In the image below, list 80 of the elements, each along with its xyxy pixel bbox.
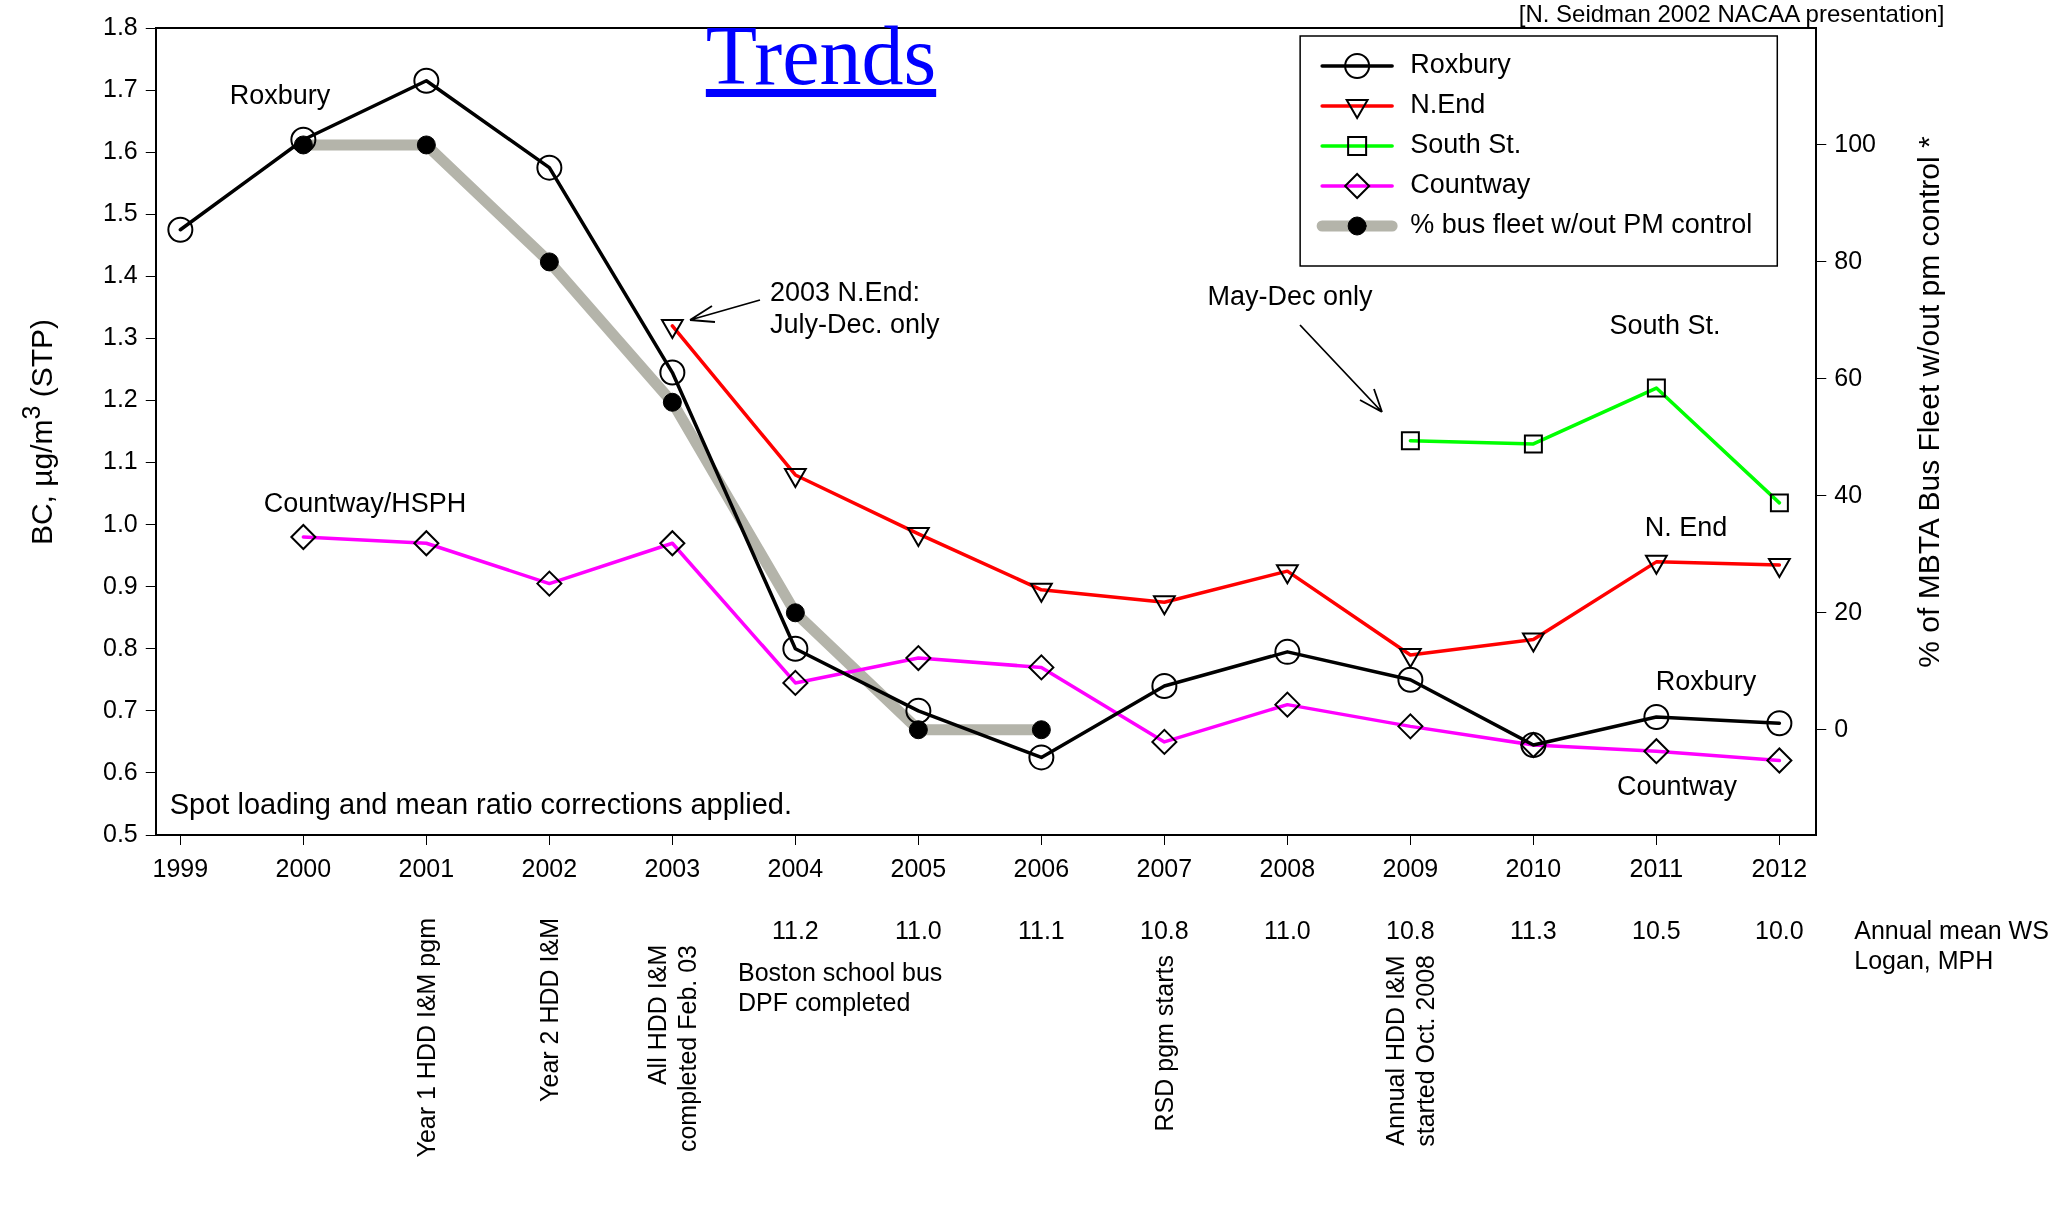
text: 10.8 — [1140, 915, 1189, 945]
point — [536, 154, 563, 181]
y2-tick-label: 100 — [1834, 128, 1877, 157]
y-tick-label: 1.6 — [102, 136, 138, 165]
point — [1151, 673, 1178, 700]
point — [290, 126, 317, 153]
annotation: Roxbury — [229, 78, 331, 112]
x-tick-label: 2011 — [1629, 853, 1684, 882]
legend-label: Countway — [1410, 169, 1531, 200]
y2-tick-label: 0 — [1834, 713, 1849, 742]
legend-label: N.End — [1410, 89, 1486, 120]
y2-tick-label: 60 — [1834, 362, 1863, 391]
x-tick-label: 2012 — [1751, 853, 1808, 882]
annotation: South St. — [1609, 308, 1721, 342]
text: Year 1 HDD I&M pgm — [411, 918, 442, 1158]
text: 10.8 — [1386, 915, 1435, 945]
point — [413, 67, 440, 94]
annotation: 2003 N.End: July-Dec. only — [770, 276, 940, 341]
text: 11.1 — [1017, 915, 1065, 945]
point — [905, 697, 932, 724]
text: All HDD I&M completed Feb. 03 — [642, 945, 703, 1153]
point — [1766, 710, 1793, 737]
chart-title: Trends — [705, 9, 937, 102]
point — [1643, 704, 1670, 731]
point — [167, 216, 194, 243]
x-tick-label: 2008 — [1259, 853, 1316, 882]
y-tick-label: 0.9 — [102, 570, 138, 599]
x-tick-label: 2010 — [1505, 853, 1562, 882]
annotation: N. End — [1644, 510, 1728, 544]
point — [1397, 666, 1424, 693]
y-tick-label: 1.7 — [102, 73, 138, 102]
point — [659, 359, 686, 386]
text: 11.3 — [1509, 915, 1557, 945]
y-tick-label: 1.2 — [102, 384, 138, 413]
y2-tick-label: 80 — [1834, 245, 1863, 274]
text: Annual HDD I&M started Oct. 2008 — [1380, 955, 1441, 1147]
point — [1274, 638, 1301, 665]
x-tick-label: 2003 — [644, 853, 701, 882]
x-tick-label: 2002 — [521, 853, 578, 882]
y-tick-label: 1.8 — [102, 11, 138, 40]
legend-label: Roxbury — [1410, 49, 1512, 80]
text: Year 2 HDD I&M — [534, 918, 565, 1102]
y-tick-label: 0.7 — [102, 694, 138, 723]
text: 11.0 — [894, 915, 942, 945]
text: [N. Seidman 2002 NACAA presentation] — [1518, 0, 1945, 29]
annotation: May-Dec only — [1207, 280, 1373, 313]
x-tick-label: 1999 — [152, 853, 209, 882]
text: 10.0 — [1755, 915, 1804, 945]
point — [1028, 744, 1055, 771]
y-tick-label: 0.8 — [102, 632, 138, 661]
annotation: Countway/HSPH — [263, 486, 467, 520]
legend-label: % bus fleet w/out PM control — [1410, 209, 1753, 240]
text: Boston school bus DPF completed — [738, 957, 943, 1017]
y-tick-label: 1.3 — [102, 322, 138, 351]
text: 10.5 — [1632, 915, 1681, 945]
y-tick-label: 1.4 — [102, 260, 138, 289]
y2-tick-label: 40 — [1834, 479, 1863, 508]
annotation: Roxbury — [1655, 664, 1757, 698]
text: RSD pgm starts — [1149, 955, 1180, 1132]
legend-label: South St. — [1410, 129, 1522, 160]
y-tick-label: 0.6 — [102, 756, 138, 785]
x-tick-label: 2000 — [275, 853, 332, 882]
text: 11.2 — [771, 915, 819, 945]
annotation: Countway — [1616, 769, 1738, 803]
x-tick-label: 2001 — [398, 853, 455, 882]
y-tick-label: 0.5 — [102, 818, 138, 847]
x-tick-label: 2007 — [1136, 853, 1193, 882]
y2-tick-label: 20 — [1834, 596, 1863, 625]
x-tick-label: 2004 — [767, 853, 824, 882]
text: 11.0 — [1263, 915, 1311, 945]
x-tick-label: 2006 — [1013, 853, 1070, 882]
y2-axis-title: % of MBTA Bus Fleet w/out pm control * — [1911, 135, 1947, 668]
text: Annual mean WS Logan, MPH — [1854, 915, 2049, 975]
y-tick-label: 1.0 — [102, 508, 138, 537]
y-tick-label: 1.5 — [102, 198, 138, 227]
point — [782, 635, 809, 662]
annotation: Spot loading and mean ratio corrections applied. — [169, 787, 793, 822]
y-tick-label: 1.1 — [102, 446, 138, 475]
x-tick-label: 2009 — [1382, 853, 1439, 882]
x-tick-label: 2005 — [890, 853, 947, 882]
